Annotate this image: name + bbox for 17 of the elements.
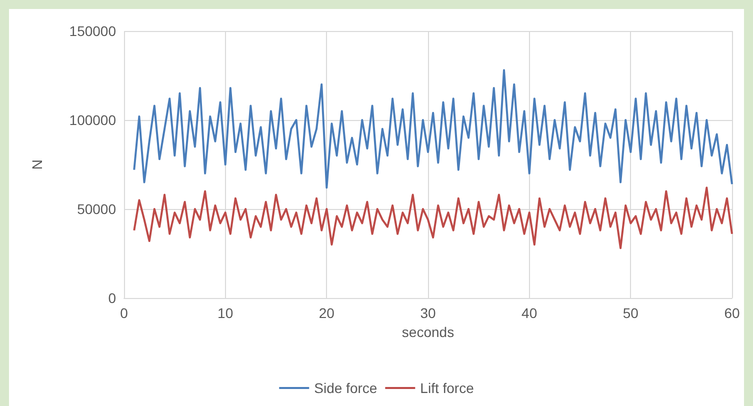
x-tick-label: 50	[622, 305, 639, 321]
x-axis-title: seconds	[402, 324, 454, 340]
line-series	[133, 69, 733, 189]
y-tick-label: 150000	[69, 23, 116, 39]
x-tick-label: 10	[218, 305, 234, 321]
y-axis-title: N	[29, 159, 45, 170]
x-tick-label: 40	[522, 305, 538, 321]
y-tick-label: 0	[108, 290, 116, 306]
x-tick-label: 20	[318, 305, 335, 321]
legend-label: Side force	[314, 380, 378, 396]
y-tick-label: 100000	[69, 112, 116, 128]
legend-label: Lift force	[420, 380, 474, 396]
y-tick-label: 50000	[77, 201, 116, 217]
x-tick-label: 30	[420, 305, 436, 321]
line-series	[133, 186, 733, 250]
x-tick-label: 60	[724, 305, 740, 321]
x-tick-label: 0	[120, 305, 128, 321]
